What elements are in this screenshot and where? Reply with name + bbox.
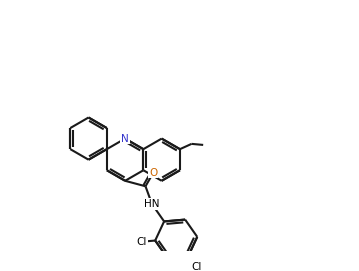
Text: Cl: Cl	[191, 262, 201, 271]
Text: HN: HN	[144, 199, 160, 209]
Text: O: O	[149, 167, 158, 178]
Text: Cl: Cl	[136, 237, 147, 247]
Text: N: N	[121, 134, 129, 144]
